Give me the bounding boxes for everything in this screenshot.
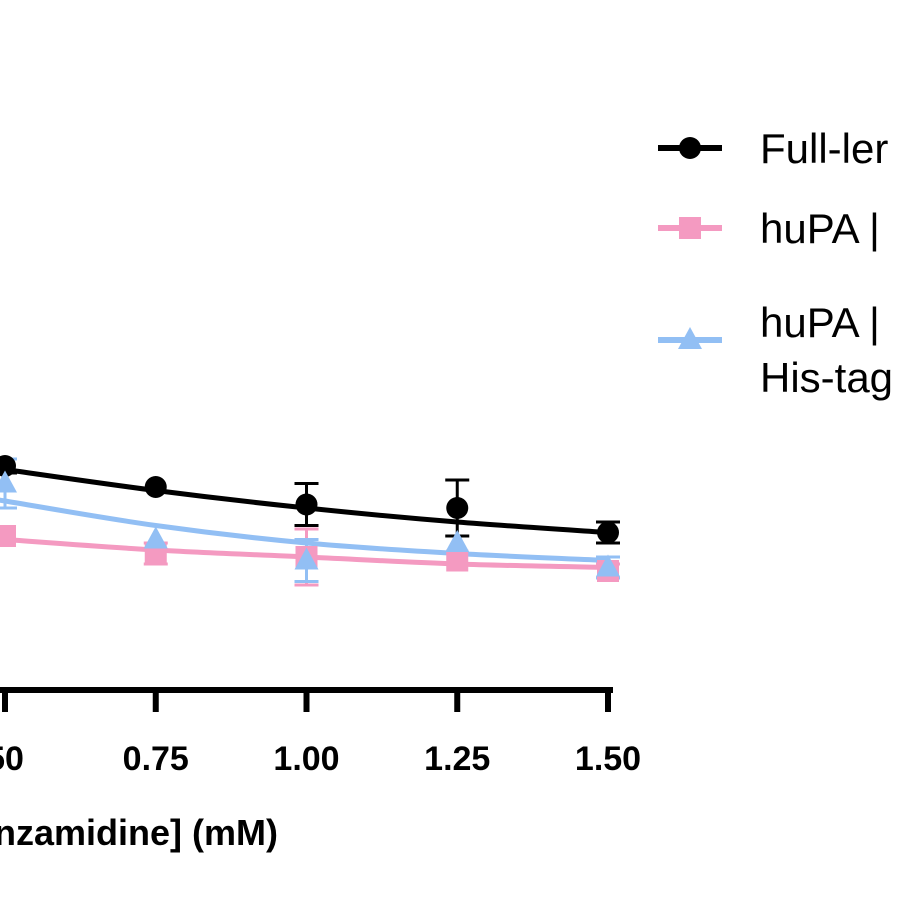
- data-point-2-0: [0, 470, 17, 493]
- legend: Full-ler huPA | huPA | His-tag: [658, 125, 893, 401]
- legend-marker-1: [679, 217, 701, 239]
- legend-marker-0: [679, 137, 701, 159]
- data-point-2-1: [143, 526, 168, 549]
- legend-marker-2: [678, 327, 702, 349]
- data-point-0-2: [295, 493, 318, 516]
- legend-label-1-0: huPA |: [760, 205, 880, 252]
- x-tick-label-2: 1.00: [273, 740, 339, 778]
- x-tick-label-1: 0.75: [123, 740, 189, 778]
- data-markers: [0, 455, 620, 582]
- x-tick-label-3: 1.25: [424, 740, 490, 778]
- data-point-0-1: [144, 476, 167, 498]
- data-point-0-3: [446, 497, 469, 519]
- data-point-2-3: [445, 530, 470, 552]
- data-point-2-4: [596, 554, 620, 577]
- data-point-0-4: [597, 521, 619, 544]
- data-point-2-2: [294, 547, 319, 570]
- x-tick-label-0: 50: [0, 740, 24, 778]
- data-point-1-3: [446, 549, 469, 572]
- legend-label-0-0: Full-ler: [760, 125, 888, 172]
- x-tick-label-4: 1.50: [575, 740, 641, 778]
- legend-label-2-1: His-tag: [760, 354, 893, 401]
- data-point-0-0: [0, 455, 16, 477]
- legend-label-2-0: huPA |: [760, 299, 880, 346]
- x-axis-ticks: 50 0.75 1.00 1.25 1.50: [0, 690, 641, 778]
- data-point-1-0: [0, 525, 16, 547]
- x-axis-title: nzamidine] (mM): [0, 812, 278, 853]
